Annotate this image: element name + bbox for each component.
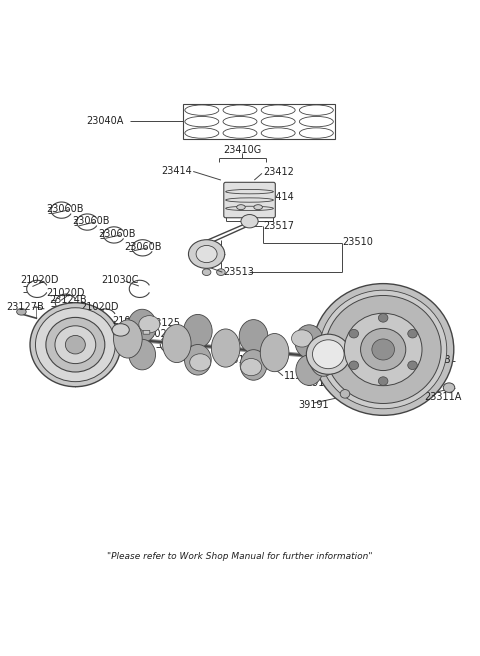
Text: 21030C: 21030C (102, 276, 139, 285)
Ellipse shape (408, 361, 417, 369)
Ellipse shape (261, 116, 295, 127)
Ellipse shape (139, 316, 160, 333)
Ellipse shape (128, 309, 156, 342)
Ellipse shape (36, 308, 115, 382)
Ellipse shape (340, 390, 350, 398)
Ellipse shape (30, 302, 120, 386)
Ellipse shape (372, 339, 395, 360)
Text: 24340: 24340 (47, 329, 77, 338)
Ellipse shape (185, 128, 219, 138)
Ellipse shape (185, 105, 219, 115)
Ellipse shape (117, 323, 142, 358)
Ellipse shape (185, 116, 219, 127)
Ellipse shape (320, 290, 447, 409)
Text: 23125: 23125 (149, 318, 180, 328)
Ellipse shape (312, 340, 344, 369)
Ellipse shape (240, 350, 267, 380)
Ellipse shape (349, 329, 359, 338)
Text: 23127B: 23127B (6, 302, 44, 312)
Ellipse shape (408, 329, 417, 338)
Ellipse shape (17, 308, 26, 315)
Text: 23513: 23513 (223, 267, 254, 277)
Ellipse shape (129, 339, 156, 370)
Ellipse shape (216, 269, 225, 276)
Ellipse shape (223, 116, 257, 127)
Ellipse shape (237, 205, 245, 210)
Ellipse shape (344, 314, 422, 386)
FancyBboxPatch shape (224, 182, 276, 218)
Ellipse shape (291, 330, 312, 347)
Ellipse shape (215, 333, 240, 367)
Ellipse shape (444, 383, 455, 392)
Ellipse shape (360, 329, 406, 371)
Text: 23517: 23517 (263, 221, 294, 231)
Ellipse shape (261, 105, 295, 115)
Ellipse shape (260, 333, 289, 372)
Ellipse shape (378, 377, 388, 385)
Text: 23510: 23510 (343, 237, 373, 247)
Ellipse shape (223, 105, 257, 115)
FancyBboxPatch shape (143, 331, 150, 334)
Ellipse shape (223, 128, 257, 138)
Ellipse shape (378, 314, 388, 322)
Ellipse shape (189, 239, 225, 268)
Text: 23200B: 23200B (413, 356, 450, 365)
Text: 23111: 23111 (227, 356, 257, 365)
Ellipse shape (240, 359, 262, 376)
Ellipse shape (264, 337, 288, 371)
Ellipse shape (312, 283, 454, 415)
Text: 23060B: 23060B (47, 204, 84, 214)
Text: 23124B: 23124B (49, 295, 87, 305)
Ellipse shape (190, 354, 211, 371)
Text: 21020D: 21020D (21, 276, 59, 285)
Text: 21020D: 21020D (112, 316, 151, 326)
Ellipse shape (55, 326, 96, 363)
Ellipse shape (295, 325, 324, 358)
Text: 21020D: 21020D (80, 302, 119, 312)
Ellipse shape (46, 318, 105, 372)
Ellipse shape (196, 245, 217, 262)
Ellipse shape (183, 314, 212, 348)
Ellipse shape (241, 215, 258, 228)
Ellipse shape (243, 220, 256, 226)
Text: 23040A: 23040A (86, 116, 123, 127)
Text: 23311A: 23311A (425, 392, 462, 401)
Ellipse shape (239, 319, 268, 353)
Ellipse shape (114, 320, 142, 358)
Ellipse shape (112, 323, 129, 336)
Text: 21020D: 21020D (46, 288, 84, 298)
Ellipse shape (312, 341, 337, 376)
Ellipse shape (296, 355, 323, 385)
Text: "Please refer to Work Shop Manual for further information": "Please refer to Work Shop Manual for fu… (107, 552, 373, 561)
Ellipse shape (325, 295, 441, 403)
Text: 23410G: 23410G (223, 145, 262, 155)
Text: 23060B: 23060B (124, 242, 162, 252)
Text: 21020D: 21020D (142, 329, 180, 339)
Ellipse shape (261, 128, 295, 138)
Ellipse shape (309, 338, 338, 377)
Ellipse shape (349, 361, 359, 369)
Text: 39191: 39191 (299, 400, 329, 410)
Text: 23414: 23414 (263, 192, 294, 202)
Bar (183, 104, 336, 140)
Ellipse shape (166, 328, 191, 362)
Ellipse shape (300, 128, 333, 138)
Text: 23060B: 23060B (72, 216, 109, 226)
Text: 23414: 23414 (162, 167, 192, 176)
Ellipse shape (254, 205, 263, 210)
Ellipse shape (162, 325, 191, 363)
Text: 11304B: 11304B (284, 371, 321, 380)
Ellipse shape (202, 269, 211, 276)
Text: 39190A: 39190A (307, 379, 344, 388)
Ellipse shape (306, 334, 350, 375)
Text: 23120: 23120 (124, 318, 156, 328)
Ellipse shape (211, 329, 240, 367)
Text: 23060B: 23060B (98, 229, 135, 239)
Ellipse shape (184, 344, 211, 375)
Ellipse shape (300, 116, 333, 127)
Ellipse shape (65, 335, 85, 354)
Text: 23412: 23412 (263, 167, 294, 177)
Ellipse shape (300, 105, 333, 115)
